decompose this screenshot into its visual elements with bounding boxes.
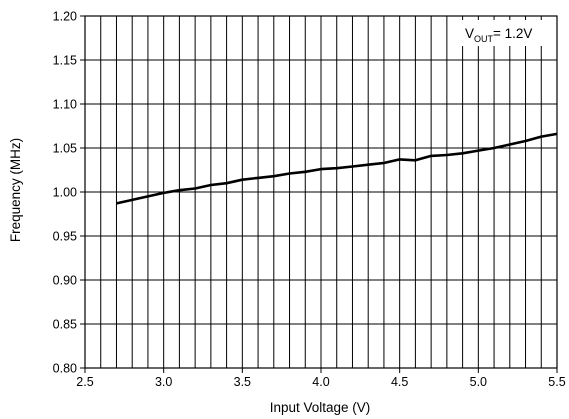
y-tick-label: 1.20 (53, 10, 77, 24)
annotation-background (459, 20, 555, 46)
series-group (116, 132, 558, 205)
y-tick-label: 0.85 (53, 318, 77, 332)
x-tick-label: 5.0 (470, 375, 487, 389)
vout-annotation-main: V (465, 26, 474, 41)
vout-annotation: VOUT= 1.2V (465, 26, 532, 44)
vout-annotation-sub: OUT (474, 34, 494, 44)
frequency-series-line (116, 132, 558, 205)
y-tick-label: 1.00 (53, 186, 77, 200)
y-tick-label: 1.10 (53, 98, 77, 112)
y-tick-label: 0.95 (53, 230, 77, 244)
x-tick-label: 5.5 (548, 375, 565, 389)
y-axis-title: Frequency (MHz) (8, 138, 23, 242)
x-tick-label: 3.5 (234, 375, 251, 389)
y-tick-label: 1.15 (53, 54, 77, 68)
y-tick-label: 0.80 (53, 362, 77, 376)
x-tick-label: 4.0 (312, 375, 329, 389)
y-axis-ticks: 0.80 0.85 0.90 0.95 1.00 1.05 1.10 1.15 1.20 (53, 10, 85, 376)
y-tick-label: 0.90 (53, 274, 77, 288)
x-axis-title: Input Voltage (V) (270, 400, 371, 415)
x-axis-ticks: 2.5 3.0 3.5 4.0 4.5 5.0 5.5 (76, 368, 566, 389)
grid-lines (85, 16, 557, 368)
vout-annotation-suffix: = 1.2V (493, 26, 532, 41)
x-tick-label: 3.0 (155, 375, 172, 389)
x-tick-label: 2.5 (76, 375, 93, 389)
x-tick-label: 4.5 (391, 375, 408, 389)
y-tick-label: 1.05 (53, 142, 77, 156)
